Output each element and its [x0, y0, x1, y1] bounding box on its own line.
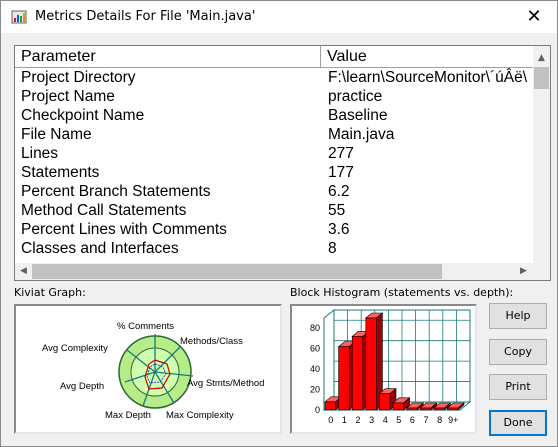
app-icon [11, 10, 27, 24]
kiviat-range-polygon [146, 363, 167, 384]
histogram-bar [419, 407, 432, 411]
scroll-right-icon[interactable]: ▶ [520, 266, 527, 276]
copy-button[interactable]: Copy [489, 339, 547, 365]
histogram-bar [379, 393, 391, 411]
table-row[interactable]: Method Call Statements 55 [15, 201, 532, 220]
done-button[interactable]: Done [489, 410, 547, 436]
parameter-cell: Project Directory [21, 69, 136, 86]
column-header-value[interactable]: Value [327, 48, 367, 65]
kiviat-axis-label: Max Depth [105, 410, 151, 421]
histogram-bar [392, 402, 404, 411]
table-row[interactable]: Classes and Interfaces 8 [15, 239, 532, 258]
block-histogram: 0 20 40 60 80 0 1 2 3 4 5 6 7 8 9+ [290, 304, 477, 434]
kiviat-graph-label: Kiviat Graph: [14, 286, 86, 299]
parameter-cell: Project Name [21, 88, 115, 105]
histogram-bar [351, 336, 364, 411]
value-cell: F:\learn\SourceMonitor\´úÂë\ [328, 69, 528, 86]
parameter-cell: Checkpoint Name [21, 107, 145, 124]
value-cell: 177 [328, 164, 354, 181]
histogram-bar [406, 407, 418, 411]
histogram-x-tick-label: 6 [410, 415, 415, 425]
table-row[interactable]: Project Name practice [15, 87, 532, 106]
histogram-x-tick-label: 4 [383, 415, 388, 425]
histogram-bar [365, 317, 377, 411]
histogram-x-tick-label: 9+ [448, 415, 458, 425]
histogram-y-tick-label: 40 [310, 364, 320, 374]
table-header: Parameter Value [15, 46, 550, 68]
histogram-x-tick-label: 5 [396, 415, 401, 425]
table-row[interactable]: Project Directory F:\learn\SourceMonitor\… [15, 68, 532, 87]
histogram-bar [433, 407, 445, 411]
kiviat-graph: % Comments Methods/Class Avg Stmts/Metho… [14, 304, 282, 434]
kiviat-axis-label: Avg Depth [60, 381, 104, 392]
histogram-x-tick-label: 0 [328, 415, 333, 425]
table-row[interactable]: Percent Lines with Comments 3.6 [15, 220, 532, 239]
table-body: Project Directory F:\learn\SourceMonitor\… [15, 68, 532, 262]
parameter-cell: Statements [21, 164, 100, 181]
table-row[interactable]: Statements 177 [15, 163, 532, 182]
value-cell: 8 [328, 240, 337, 257]
table-row[interactable]: Lines 277 [15, 144, 532, 163]
kiviat-axis-label: Avg Stmts/Method [187, 378, 264, 389]
vertical-scroll-thumb[interactable] [534, 67, 549, 89]
parameter-cell: Lines [21, 145, 59, 162]
histogram-bar [324, 401, 336, 411]
print-button[interactable]: Print [489, 374, 547, 400]
value-cell: Baseline [328, 107, 388, 124]
column-header-parameter[interactable]: Parameter [15, 46, 321, 67]
kiviat-axis-label: % Comments [117, 321, 174, 332]
window-title: Metrics Details For File 'Main.java' [35, 9, 256, 24]
block-histogram-label: Block Histogram (statements vs. depth): [290, 286, 514, 299]
kiviat-axis-label: Avg Complexity [42, 343, 108, 354]
value-cell: 55 [328, 202, 346, 219]
vertical-scrollbar[interactable]: ▲ [533, 46, 550, 263]
kiviat-axis-label: Max Complexity [166, 410, 234, 421]
histogram-y-tick-label: 20 [310, 385, 320, 395]
histogram-y-tick-label: 80 [310, 323, 320, 333]
scroll-left-icon[interactable]: ◀ [20, 266, 27, 276]
histogram-side-wall [323, 308, 335, 412]
metrics-table[interactable]: Parameter Value Project Directory F:\lear… [14, 45, 551, 281]
histogram-y-tick-label: 0 [315, 405, 320, 415]
horizontal-scrollbar[interactable]: ◀ ▶ [15, 263, 550, 280]
histogram-x-tick-label: 8 [437, 415, 442, 425]
parameter-cell: File Name [21, 126, 92, 143]
value-cell: 6.2 [328, 183, 350, 200]
parameter-cell: Percent Branch Statements [21, 183, 211, 200]
title-bar: Metrics Details For File 'Main.java' ✕ [1, 1, 557, 33]
help-button[interactable]: Help [489, 303, 547, 329]
histogram-x-tick-label: 7 [423, 415, 428, 425]
value-cell: Main.java [328, 126, 395, 143]
histogram-bar [447, 407, 459, 411]
kiviat-metric-polygon [144, 359, 171, 390]
close-icon[interactable]: ✕ [526, 6, 542, 27]
table-row[interactable]: Checkpoint Name Baseline [15, 106, 532, 125]
value-cell: 277 [328, 145, 354, 162]
histogram-bar [338, 346, 350, 411]
histogram-y-tick-label: 60 [310, 344, 320, 354]
value-cell: practice [328, 88, 383, 105]
parameter-cell: Method Call Statements [21, 202, 187, 219]
histogram-x-tick-label: 1 [342, 415, 347, 425]
kiviat-axis-label: Methods/Class [180, 336, 243, 347]
parameter-cell: Percent Lines with Comments [21, 221, 227, 238]
scroll-up-icon[interactable]: ▲ [538, 53, 545, 63]
histogram-x-tick-label: 3 [369, 415, 374, 425]
table-row[interactable]: File Name Main.java [15, 125, 532, 144]
histogram-x-tick-label: 2 [355, 415, 360, 425]
horizontal-scroll-thumb[interactable] [32, 264, 442, 279]
value-cell: 3.6 [328, 221, 350, 238]
parameter-cell: Classes and Interfaces [21, 240, 179, 257]
table-row[interactable]: Percent Branch Statements 6.2 [15, 182, 532, 201]
